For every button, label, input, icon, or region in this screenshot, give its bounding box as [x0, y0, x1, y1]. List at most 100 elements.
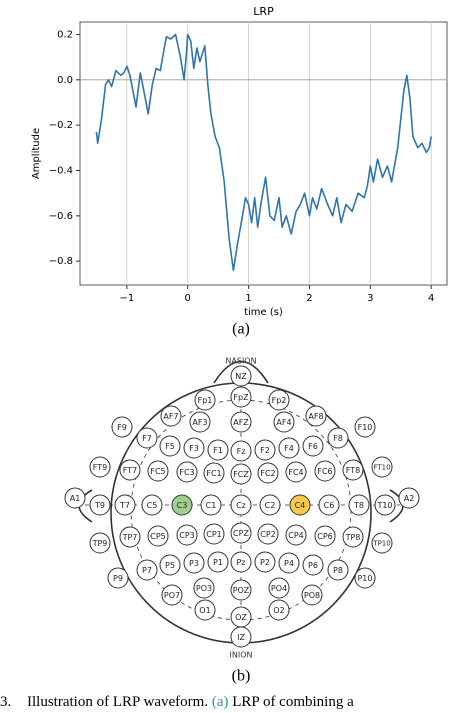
y-tick-label: −0.2	[49, 120, 73, 131]
electrode-label: FC1	[206, 469, 221, 478]
x-tick-label: 0	[185, 293, 191, 304]
electrode-label: Cz	[236, 501, 246, 510]
electrode-label: A2	[404, 494, 415, 503]
electrode	[89, 494, 111, 516]
electrode	[398, 487, 420, 509]
electrode	[89, 532, 111, 554]
electrode-label: FC3	[179, 468, 194, 477]
plot-frame	[79, 21, 448, 286]
electrode-label: FCZ	[233, 470, 249, 479]
electrode	[302, 435, 324, 457]
electrode	[254, 439, 276, 461]
electrode	[200, 494, 222, 516]
electrode	[230, 411, 252, 433]
electrode-label: P5	[165, 561, 175, 570]
electrode	[348, 494, 370, 516]
electrode-label: P3	[189, 559, 199, 568]
electrode	[141, 494, 163, 516]
electrode-label: Fp2	[272, 396, 287, 405]
electrode-label: FC4	[288, 468, 303, 477]
electrode	[176, 524, 198, 546]
y-tick-label: 0.0	[57, 75, 73, 86]
electrode-label: AF4	[276, 418, 291, 427]
electrode	[354, 416, 376, 438]
electrode	[203, 462, 225, 484]
electrode	[136, 559, 158, 581]
y-tick-label: 0.2	[57, 29, 73, 40]
electrode-label: CP6	[317, 532, 333, 541]
electrode	[278, 437, 300, 459]
electrode	[301, 584, 323, 606]
electrode	[230, 551, 252, 573]
electrode-label: CPZ	[233, 529, 249, 538]
electrode-label: P4	[284, 559, 294, 568]
data-line	[95, 33, 432, 272]
electrode-label: P7	[142, 566, 152, 575]
electrode	[257, 523, 279, 545]
electrode	[230, 522, 252, 544]
electrode-label: FT9	[93, 463, 107, 472]
electrode	[278, 552, 300, 574]
electrode-label: P9	[113, 574, 123, 583]
electrode-label: FT10	[373, 464, 390, 472]
electrode-label: T7	[119, 501, 130, 510]
electrode-label: CP2	[260, 530, 276, 539]
electrode	[171, 494, 193, 516]
electrode	[268, 577, 290, 599]
electrode-label: PO8	[304, 591, 320, 600]
electrode-label: C6	[324, 501, 335, 510]
electrode-label: FC6	[317, 467, 332, 476]
x-tick-label: 2	[306, 293, 312, 304]
electrode	[119, 459, 141, 481]
electrode-label: AF7	[163, 412, 178, 421]
electrode	[230, 365, 252, 387]
chart-title: LRP	[253, 5, 274, 18]
electrode-label: FT8	[346, 466, 360, 475]
electrode-label: T9	[94, 501, 105, 510]
electrode	[268, 389, 290, 411]
electrode	[136, 427, 158, 449]
electrode-label: C1	[206, 501, 217, 510]
electrode-label: NZ	[235, 372, 247, 381]
electrode	[273, 411, 295, 433]
electrode	[194, 599, 216, 621]
electrode-label: TP8	[345, 533, 361, 542]
electrode-label: CP1	[206, 530, 222, 539]
electrode-label: F3	[189, 444, 199, 453]
electrode	[254, 551, 276, 573]
electrode	[285, 524, 307, 546]
x-tick-label: 3	[367, 293, 373, 304]
caption-b: (b)	[232, 668, 251, 685]
inion-label: INION	[230, 651, 253, 660]
electrode	[193, 577, 215, 599]
electrode	[147, 460, 169, 482]
electrode	[194, 389, 216, 411]
x-tick-label: 4	[428, 293, 434, 304]
electrode	[159, 554, 181, 576]
electrode	[207, 551, 229, 573]
electrode	[374, 494, 396, 516]
electrode	[230, 579, 252, 601]
electrode-label: AF8	[308, 412, 323, 421]
electrode-label: F1	[213, 446, 223, 455]
electrode	[354, 567, 376, 589]
caption-ref: (a)	[212, 694, 229, 709]
electrode	[342, 526, 364, 548]
figure-caption: 3. Illustration of LRP waveform. (a) LRP…	[0, 694, 354, 709]
x-axis-label: time (s)	[244, 307, 283, 318]
electrode	[183, 437, 205, 459]
electrode-label: FT7	[123, 466, 137, 475]
caption-a: (a)	[232, 321, 250, 338]
electrode-label: CP3	[179, 531, 195, 540]
electrode-label: F9	[117, 423, 127, 432]
y-axis-label: Amplitude	[31, 128, 42, 179]
y-tick-label: −0.6	[49, 211, 73, 222]
electrode-label: P10	[357, 574, 372, 583]
electrode-label: FC5	[150, 467, 165, 476]
electrode-label: PO4	[271, 584, 287, 593]
electrode-label: F4	[284, 444, 294, 453]
electrode-label: F2	[260, 446, 270, 455]
figure-number: 3.	[0, 694, 11, 709]
electrode	[289, 494, 311, 516]
